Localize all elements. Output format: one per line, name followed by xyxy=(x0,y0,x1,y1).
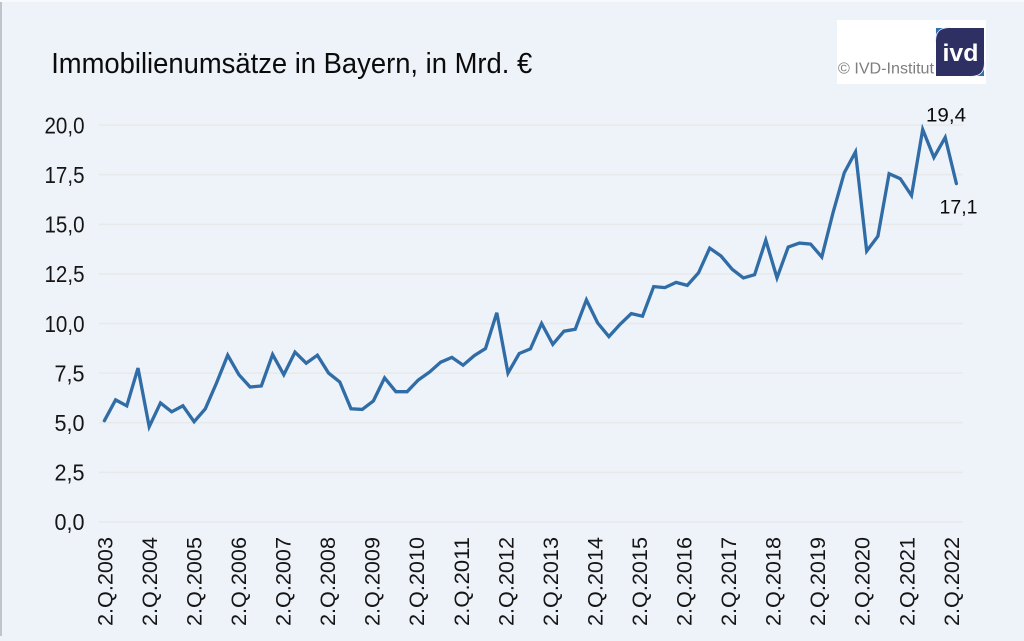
svg-text:17,5: 17,5 xyxy=(45,162,85,188)
svg-text:2.Q.2020: 2.Q.2020 xyxy=(851,537,875,626)
svg-text:2.Q.2010: 2.Q.2010 xyxy=(405,537,429,626)
svg-text:Immobilienumsätze in Bayern, i: Immobilienumsätze in Bayern, in Mrd. € xyxy=(51,48,532,80)
svg-text:2.Q.2003: 2.Q.2003 xyxy=(93,537,117,626)
svg-text:2.Q.2008: 2.Q.2008 xyxy=(316,537,340,626)
svg-text:5,0: 5,0 xyxy=(55,410,85,436)
svg-text:20,0: 20,0 xyxy=(45,112,85,138)
svg-text:2.Q.2011: 2.Q.2011 xyxy=(450,537,474,626)
svg-text:12,5: 12,5 xyxy=(45,261,85,287)
svg-text:2.Q.2018: 2.Q.2018 xyxy=(762,537,786,626)
svg-text:19,4: 19,4 xyxy=(926,105,966,127)
svg-text:2,5: 2,5 xyxy=(55,460,85,486)
svg-text:2.Q.2015: 2.Q.2015 xyxy=(628,537,652,626)
svg-text:15,0: 15,0 xyxy=(45,212,85,238)
svg-text:2.Q.2012: 2.Q.2012 xyxy=(494,537,518,626)
svg-text:10,0: 10,0 xyxy=(45,311,85,337)
svg-text:2.Q.2009: 2.Q.2009 xyxy=(361,537,385,626)
svg-text:2.Q.2016: 2.Q.2016 xyxy=(673,537,697,626)
svg-text:2.Q.2017: 2.Q.2017 xyxy=(717,537,741,626)
svg-text:2.Q.2013: 2.Q.2013 xyxy=(539,537,563,626)
svg-text:7,5: 7,5 xyxy=(55,360,85,386)
svg-text:17,1: 17,1 xyxy=(940,197,978,219)
svg-text:0,0: 0,0 xyxy=(55,509,85,535)
svg-text:2.Q.2006: 2.Q.2006 xyxy=(227,537,251,626)
svg-text:2.Q.2014: 2.Q.2014 xyxy=(583,537,607,626)
svg-text:2.Q.2022: 2.Q.2022 xyxy=(940,537,964,626)
svg-text:2.Q.2007: 2.Q.2007 xyxy=(272,537,296,626)
svg-text:2.Q.2019: 2.Q.2019 xyxy=(806,537,830,626)
svg-text:2.Q.2021: 2.Q.2021 xyxy=(895,537,919,626)
svg-text:2.Q.2004: 2.Q.2004 xyxy=(138,537,162,626)
svg-text:ivd: ivd xyxy=(943,40,979,67)
svg-text:© IVD-Institut: © IVD-Institut xyxy=(838,61,935,78)
svg-text:2.Q.2005: 2.Q.2005 xyxy=(183,537,207,626)
